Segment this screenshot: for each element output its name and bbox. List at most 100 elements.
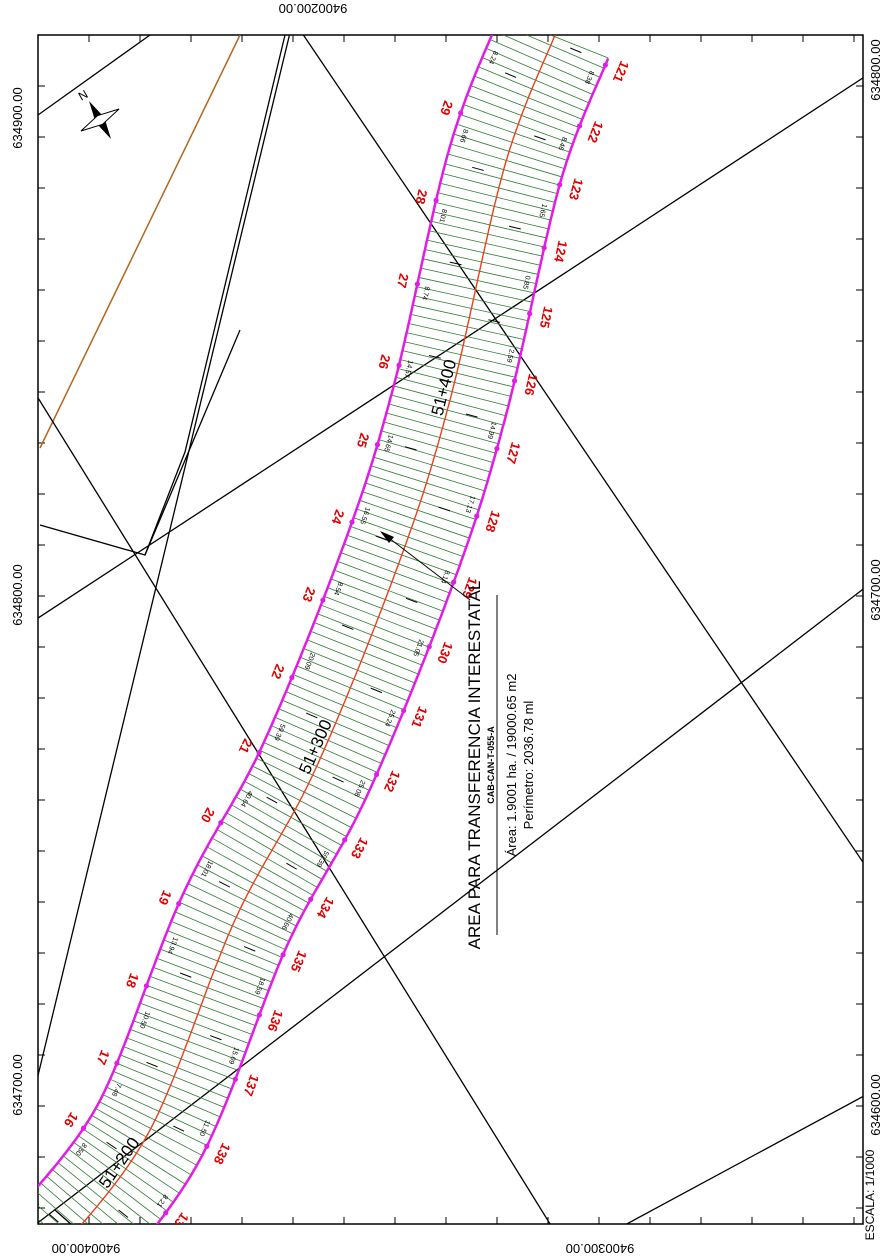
coord-right-top: 634800.00 bbox=[868, 39, 883, 100]
vertex-point bbox=[349, 519, 355, 525]
vertex-label-128: 128 bbox=[482, 509, 503, 534]
coord-left-top: 634900.00 bbox=[10, 87, 25, 148]
map-frame bbox=[37, 34, 864, 1225]
distance-label: 20.09 bbox=[303, 651, 316, 670]
parcel-strip: 1516171819202122232425262728293014013913… bbox=[38, 15, 632, 1224]
distance-label: 25.08 bbox=[352, 779, 366, 798]
vertex-point bbox=[80, 1125, 87, 1131]
vertex-point bbox=[511, 378, 518, 384]
vertex-point bbox=[557, 182, 563, 188]
vertex-point bbox=[451, 579, 457, 585]
vertex-point bbox=[114, 1060, 120, 1066]
coord-right-mid: 634700.00 bbox=[868, 559, 883, 620]
vertex-label-22: 22 bbox=[268, 662, 287, 681]
centerline bbox=[81, 35, 556, 1224]
coord-bottom-left: 9400400.00 bbox=[52, 1241, 121, 1256]
vertex-point bbox=[280, 952, 286, 958]
vertex-point bbox=[433, 197, 439, 203]
vertex-label-122: 122 bbox=[585, 119, 607, 145]
vertex-label-123: 123 bbox=[566, 177, 586, 202]
distance-label: 40.64 bbox=[239, 789, 254, 808]
distance-label: 8.14 bbox=[439, 569, 450, 584]
vertex-label-18: 18 bbox=[123, 971, 142, 990]
vertex-point bbox=[163, 1210, 169, 1216]
vertex-label-133: 133 bbox=[348, 835, 372, 861]
north-label: N bbox=[76, 87, 91, 103]
parcel-lines bbox=[38, 35, 863, 1224]
vertex-point bbox=[320, 597, 326, 603]
vertex-point bbox=[308, 896, 314, 902]
vertex-label-23: 23 bbox=[299, 585, 318, 604]
vertex-point bbox=[256, 750, 262, 756]
vertex-label-24: 24 bbox=[328, 508, 347, 527]
boundary-line-b bbox=[38, 35, 494, 1189]
hatch-lines bbox=[38, 35, 609, 1224]
area-code: CAB-CAN-T-055-A bbox=[486, 726, 496, 804]
coord-top: 9400200.00 bbox=[279, 1, 348, 16]
vertex-label-124: 124 bbox=[551, 239, 571, 264]
vertex-label-131: 131 bbox=[408, 704, 430, 730]
distance-label: 2.59 bbox=[505, 348, 515, 363]
distance-label: 16.55 bbox=[358, 506, 370, 525]
vertex-label-25: 25 bbox=[354, 431, 372, 449]
vertex-label-135: 135 bbox=[288, 948, 310, 974]
vertex-label-130: 130 bbox=[434, 640, 456, 666]
vertex-point bbox=[576, 123, 583, 129]
vertex-label-121: 121 bbox=[610, 59, 632, 85]
vertex-label-136: 136 bbox=[265, 1008, 287, 1034]
vertex-label-138: 138 bbox=[211, 1141, 234, 1167]
vertex-point bbox=[373, 771, 380, 778]
station-label: 51+300 bbox=[295, 717, 335, 777]
vertex-label-21: 21 bbox=[236, 736, 256, 756]
vertex-point bbox=[602, 62, 608, 68]
perimeter-text: Perímetro: 2036.78 ml bbox=[521, 701, 536, 830]
distance-label: 14.57 bbox=[403, 359, 414, 378]
vertex-point bbox=[256, 1012, 262, 1018]
vertex-point bbox=[143, 983, 150, 989]
leader-arrow bbox=[380, 531, 471, 601]
road-line bbox=[39, 35, 241, 449]
vertex-point bbox=[426, 644, 432, 650]
vertex-point bbox=[458, 110, 464, 116]
vertex-label-132: 132 bbox=[381, 768, 403, 794]
vertex-point bbox=[474, 513, 480, 519]
vertex-label-19: 19 bbox=[155, 888, 175, 907]
area-title: AREA PARA TRANSFERENCIA INTERESTATAL bbox=[465, 581, 484, 950]
station-label: 51+400 bbox=[428, 357, 460, 417]
distance-label: 8.74 bbox=[420, 286, 430, 301]
distance-label: 25.24 bbox=[383, 708, 396, 727]
distance-label: 8.54 bbox=[332, 581, 343, 596]
station-ticks bbox=[49, 47, 582, 1223]
distance-label: 8.24 bbox=[487, 50, 499, 65]
coord-left-bottom: 634700.00 bbox=[10, 1054, 25, 1115]
north-arrow: N bbox=[76, 87, 120, 140]
distance-label: 8.46 bbox=[556, 136, 567, 151]
area-info: AREA PARA TRANSFERENCIA INTERESTATAL CAB… bbox=[465, 581, 536, 950]
vertex-label-20: 20 bbox=[198, 805, 218, 825]
distance-label: 14.65 bbox=[382, 434, 394, 453]
boundary-line-a bbox=[155, 57, 610, 1224]
distance-label: 1.65 bbox=[537, 203, 547, 218]
vertex-point bbox=[342, 837, 348, 843]
area-text: Área: 1.9001 ha. / 19000.65 m2 bbox=[504, 674, 519, 857]
vertex-label-127: 127 bbox=[503, 441, 523, 466]
vertex-point bbox=[414, 281, 420, 287]
vertex-point bbox=[204, 1143, 210, 1149]
vertex-label-27: 27 bbox=[394, 272, 412, 289]
vertex-point bbox=[289, 674, 295, 681]
vertex-label-30: 30 bbox=[471, 15, 491, 34]
distance-label: 17.13 bbox=[464, 495, 476, 514]
vertex-label-26: 26 bbox=[375, 353, 393, 371]
distance-label: 40.66 bbox=[280, 912, 294, 931]
distance-label: 15.09 bbox=[227, 1046, 240, 1065]
frame-ticks bbox=[38, 35, 863, 1224]
vertex-point bbox=[374, 442, 381, 448]
vertex-point bbox=[401, 708, 407, 714]
vertex-point bbox=[527, 311, 533, 317]
coord-left-mid: 634800.00 bbox=[10, 564, 25, 625]
distance-label: 0.85 bbox=[521, 275, 531, 290]
vertex-point bbox=[494, 445, 500, 452]
vertex-point bbox=[541, 245, 547, 251]
distance-label: 8.66 bbox=[458, 128, 469, 143]
